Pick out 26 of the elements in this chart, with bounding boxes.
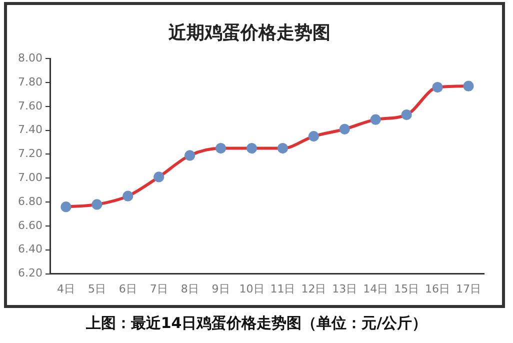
x-tick-label: 17日 [456,282,482,296]
x-tick-label: 11日 [270,282,296,296]
x-tick-label: 15日 [394,282,420,296]
x-tick-label: 6日 [118,282,137,296]
y-tick-label: 8.00 [18,51,42,64]
x-tick-label: 10日 [239,282,264,296]
x-tick-label: 8日 [180,282,199,296]
x-tick-label: 14日 [363,282,388,296]
y-tick-label: 6.60 [18,218,42,232]
x-tick-label: 4日 [56,282,75,296]
y-tick-label: 7.00 [18,171,42,184]
y-tick-label: 7.80 [18,75,42,88]
x-tick-label: 9日 [212,282,230,296]
x-tick-label: 12日 [301,282,326,296]
y-tick-label: 7.60 [18,99,42,112]
y-tick-label: 6.20 [18,266,42,280]
x-tick-label: 5日 [88,282,106,296]
x-tick-label: 16日 [425,282,450,296]
y-tick-label: 7.40 [18,123,42,136]
x-tick-label: 7日 [150,282,168,296]
y-tick-label: 6.40 [18,242,42,256]
y-tick-label: 6.80 [18,194,42,208]
x-tick-label: 13日 [332,282,358,296]
chart-title: 近期鸡蛋价格走势图 [168,22,330,44]
y-tick-label: 7.20 [18,147,42,160]
text: 上图：最近14日鸡蛋价格走势图（单位：元/公斤） [84,314,428,333]
